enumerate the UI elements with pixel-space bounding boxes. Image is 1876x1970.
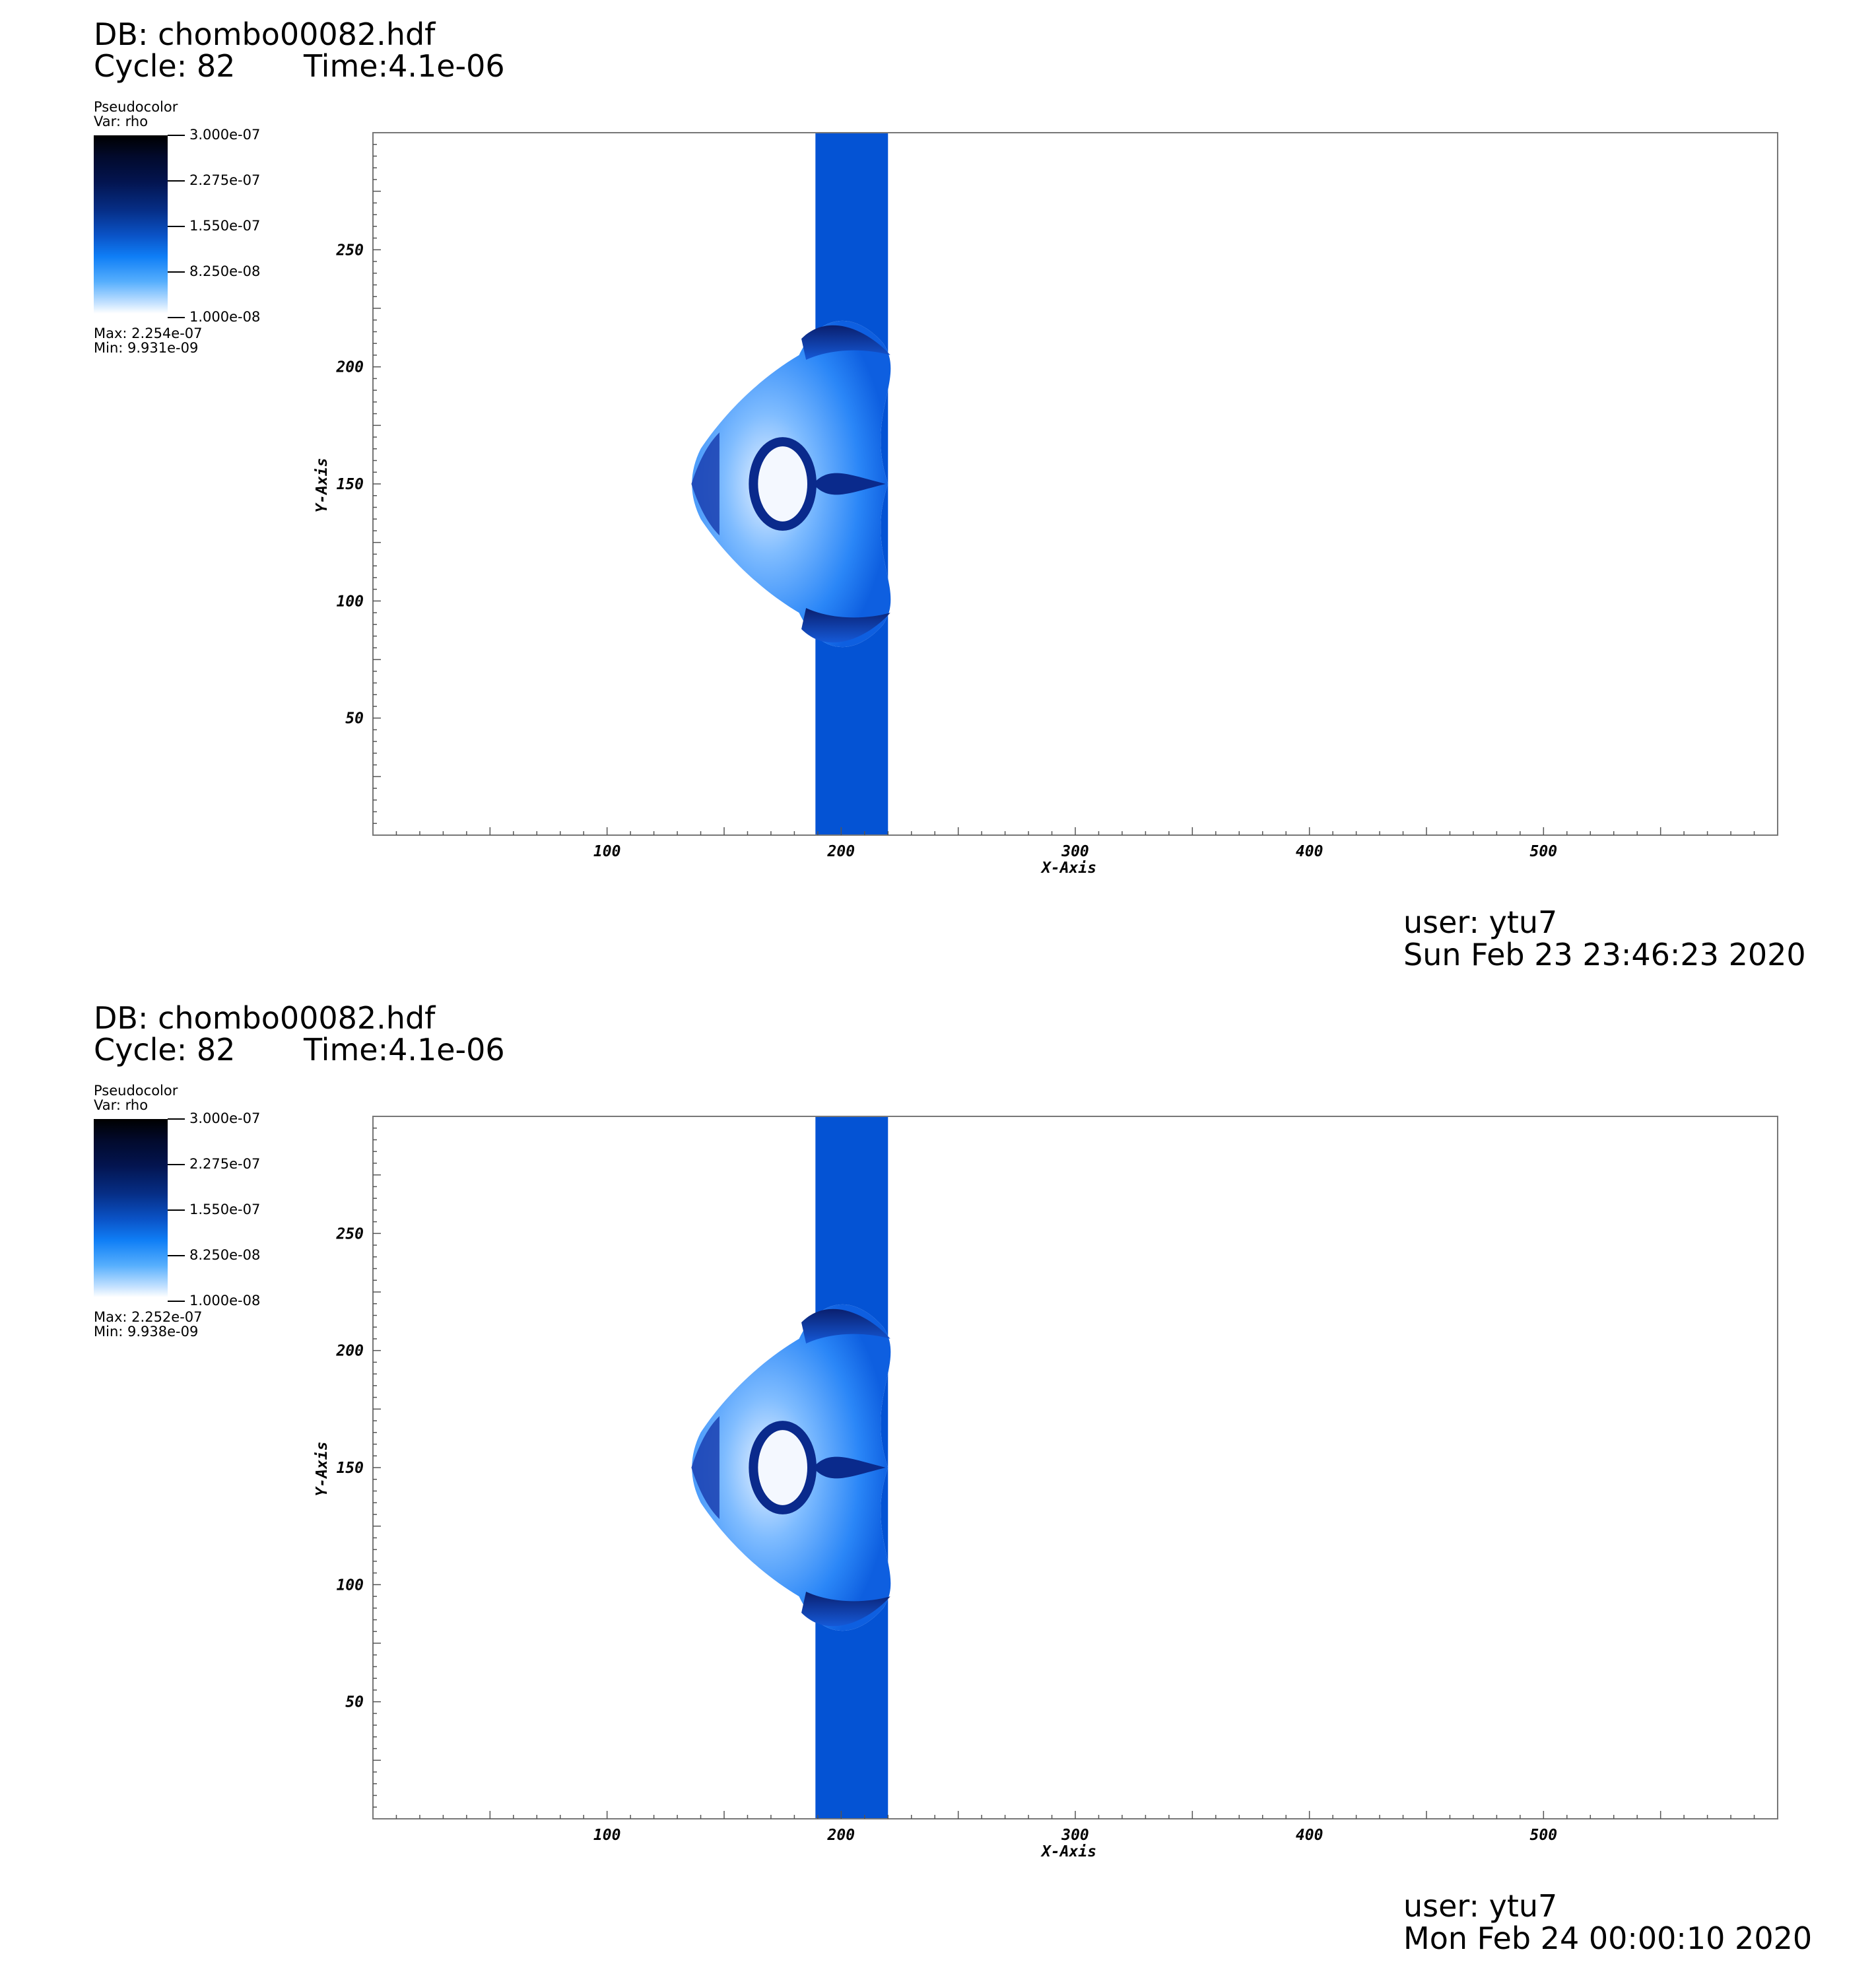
x-tick-label: 300 <box>1061 843 1089 860</box>
left-edge-shock <box>691 1415 720 1520</box>
colorbar <box>94 135 168 314</box>
dense-cap-top <box>801 325 890 360</box>
colorbar-tick <box>168 271 185 273</box>
colorbar-tick-label: 1.550e-07 <box>189 218 261 234</box>
plot-area: 100 200 300 400 500 50 100 150 200 250 <box>335 132 1778 860</box>
x-tick-label: 100 <box>593 1827 621 1844</box>
y-tick-label: 100 <box>336 1577 364 1594</box>
cycle-label: Cycle: 82 <box>94 1032 236 1068</box>
y-tick-label: 250 <box>335 1225 364 1242</box>
dense-cap-bottom <box>801 607 890 643</box>
colorbar-tick-label: 3.000e-07 <box>189 127 261 143</box>
visit-panel-1: DB: chombo00082.hdf Cycle: 82 Time:4.1e-… <box>94 17 1806 972</box>
dense-cap-top <box>801 1308 890 1344</box>
time-label: Time:4.1e-06 <box>304 1032 505 1068</box>
y-tick-label: 200 <box>335 1343 364 1360</box>
colorbar-tick-label: 1.550e-07 <box>189 1202 261 1217</box>
colorbar-tick-label: 1.000e-08 <box>189 1293 261 1308</box>
colorbar-tick-label: 3.000e-07 <box>189 1110 261 1126</box>
y-axis-label: Y-Axis <box>314 458 331 513</box>
colorbar-tick <box>168 1301 185 1302</box>
x-tick-label: 100 <box>593 843 621 860</box>
y-tick-label: 50 <box>345 1694 364 1711</box>
jet-tip <box>813 473 886 495</box>
dense-cap-bottom <box>801 1591 890 1627</box>
colorbar-tick <box>168 1164 185 1165</box>
y-tick-label: 100 <box>336 593 364 610</box>
y-tick-label: 50 <box>345 710 364 728</box>
legend-max: Max: 2.252e-07 <box>94 1309 203 1325</box>
left-edge-shock <box>691 432 720 536</box>
db-title: DB: chombo00082.hdf <box>94 17 436 52</box>
legend-min: Min: 9.931e-09 <box>94 340 199 356</box>
user-label: user: ytu7 <box>1403 904 1558 940</box>
colorbar-tick <box>168 317 185 318</box>
y-tick-label: 250 <box>335 242 364 259</box>
colorbar-tick-label: 2.275e-07 <box>189 1156 261 1172</box>
x-axis-label: X-Axis <box>1042 1843 1097 1860</box>
x-tick-label: 200 <box>827 843 855 860</box>
legend-var: Var: rho <box>94 114 149 129</box>
legend-min: Min: 9.938e-09 <box>94 1324 199 1340</box>
colorbar-tick <box>168 180 185 182</box>
x-tick-label: 400 <box>1296 1827 1323 1844</box>
time-label: Time:4.1e-06 <box>304 48 505 84</box>
cycle-time-line: Cycle: 82 Time:4.1e-06 <box>94 1032 505 1068</box>
colorbar-tick-label: 8.250e-08 <box>189 1247 261 1263</box>
colorbar-tick <box>168 1118 185 1120</box>
y-axis-label: Y-Axis <box>314 1441 331 1497</box>
y-tick-label: 200 <box>335 359 364 376</box>
colorbar-tick-label: 8.250e-08 <box>189 263 261 279</box>
x-tick-label: 500 <box>1530 1827 1558 1844</box>
colorbar-tick <box>168 1255 185 1256</box>
cycle-time-line: Cycle: 82 Time:4.1e-06 <box>94 48 505 84</box>
visit-panel-2: DB: chombo00082.hdf Cycle: 82 Time:4.1e-… <box>0 984 1876 1969</box>
legend-max: Max: 2.254e-07 <box>94 325 203 341</box>
legend-title: Pseudocolor <box>94 99 178 115</box>
legend-var: Var: rho <box>94 1097 149 1113</box>
plot-frame <box>372 132 1778 836</box>
jet-tip <box>813 1456 886 1479</box>
x-tick-label: 500 <box>1530 843 1558 860</box>
user-label: user: ytu7 <box>1403 1888 1558 1924</box>
db-title: DB: chombo00082.hdf <box>94 1000 436 1036</box>
y-tick-label: 150 <box>336 476 364 493</box>
x-tick-label: 400 <box>1296 843 1323 860</box>
colorbar-tick <box>168 1209 185 1211</box>
colorbar <box>94 1119 168 1297</box>
plot-area: 100 200 300 400 500 50 100 150 200 250 <box>335 1116 1778 1844</box>
x-axis-label: X-Axis <box>1042 860 1097 877</box>
inner-vortex <box>749 437 817 531</box>
plot-frame <box>372 1116 1778 1819</box>
legend-title: Pseudocolor <box>94 1083 178 1099</box>
colorbar-tick-label: 1.000e-08 <box>189 309 261 325</box>
colorbar-tick-label: 2.275e-07 <box>189 172 261 188</box>
colorbar-tick <box>168 226 185 227</box>
y-tick-label: 150 <box>336 1460 364 1477</box>
colorbar-tick <box>168 135 185 136</box>
cycle-label: Cycle: 82 <box>94 48 236 84</box>
x-tick-label: 200 <box>827 1827 855 1844</box>
inner-vortex <box>749 1421 817 1514</box>
date-label: Mon Feb 24 00:00:10 2020 <box>1403 1920 1813 1956</box>
x-tick-label: 300 <box>1061 1827 1089 1844</box>
date-label: Sun Feb 23 23:46:23 2020 <box>1403 937 1806 972</box>
